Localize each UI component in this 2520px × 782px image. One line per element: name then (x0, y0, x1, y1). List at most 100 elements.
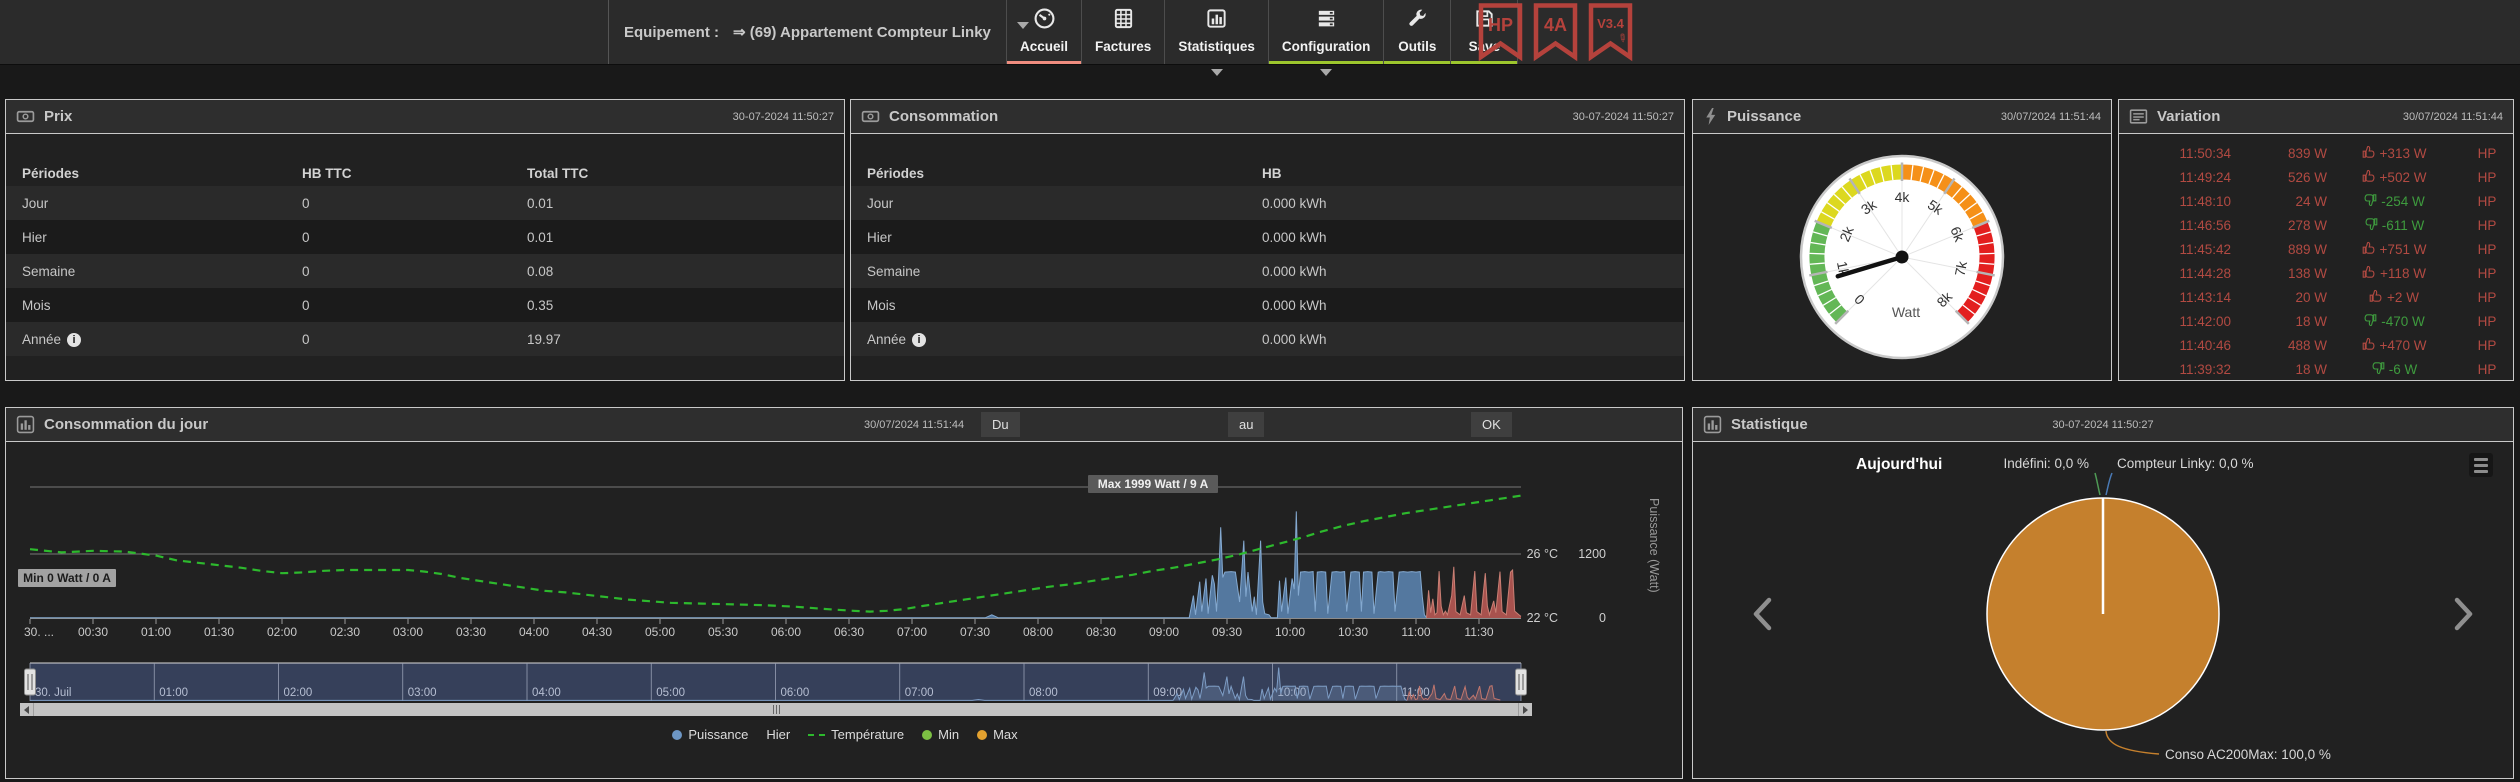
nav-item-label: Outils (1398, 39, 1436, 54)
x-axis-tick: 01:00 (141, 625, 171, 639)
column-header: HB (1262, 166, 1668, 181)
variation-time: 11:44:28 (2119, 266, 2231, 281)
pie-label-compteur-linky[interactable]: Compteur Linky: 0,0 % (2117, 456, 2254, 471)
nav-item-statistiques[interactable]: Statistiques (1164, 0, 1268, 64)
variation-time: 11:42:00 (2119, 314, 2231, 329)
scroll-right-button[interactable] (1519, 703, 1532, 716)
panel-statistique-header: Statistique 30-07-2024 11:50:27 (1693, 408, 2513, 442)
x-axis-tick: 09:00 (1149, 625, 1179, 639)
period-cell: Hier (867, 230, 1262, 245)
x-axis-tick: 07:30 (960, 625, 990, 639)
thumb-down-icon (2363, 193, 2377, 210)
svg-text:Puissance (Watt): Puissance (Watt) (1647, 498, 1661, 593)
navigator-handle-right[interactable] (1516, 669, 1527, 695)
legend-item-max[interactable]: Max (977, 727, 1018, 742)
column-header: HB TTC (302, 166, 527, 181)
value-cell: 0 (302, 264, 527, 279)
x-axis-tick: 02:00 (267, 625, 297, 639)
nav-item-configuration[interactable]: Configuration (1268, 0, 1383, 64)
nav-active-underline (1384, 61, 1450, 64)
thumb-down-icon (2364, 217, 2378, 234)
variation-row: 11:42:0018 W-470 WHP (2119, 309, 2513, 333)
pie-chart-title: Aujourd'hui (1856, 456, 1942, 473)
scrollbar-grip[interactable] (770, 705, 782, 714)
scroll-left-button[interactable] (20, 703, 33, 716)
nav-active-underline (1007, 61, 1081, 64)
consumption-chart[interactable]: 30. ...00:3001:0001:3002:0002:3003:0003:… (6, 450, 1682, 660)
chart-navigator[interactable]: 30. Juil01:0002:0003:0004:0005:0006:0007… (6, 662, 1682, 703)
nav-item-outils[interactable]: Outils (1383, 0, 1450, 64)
variation-tarif: HP (2461, 362, 2513, 377)
variation-delta: -6 W (2327, 361, 2461, 378)
nav-active-underline (1269, 61, 1383, 64)
nav-item-label: Configuration (1282, 39, 1370, 54)
value-cell: 0.01 (527, 230, 828, 245)
gauge-icon (1032, 7, 1057, 35)
period-cell: Mois (867, 298, 1262, 313)
chart-menu-button[interactable] (2469, 453, 2493, 477)
legend-item-puissance[interactable]: Puissance (672, 727, 748, 742)
date-to-label[interactable]: au (1228, 412, 1264, 437)
table-row: Jour0.000 kWh (851, 186, 1684, 220)
table-header-row: PériodesHB (851, 160, 1684, 186)
chart-scrollbar[interactable] (20, 703, 1532, 716)
x-axis-tick: 03:00 (393, 625, 423, 639)
svg-text:✎: ✎ (1615, 31, 1630, 46)
navigator-tick: 06:00 (781, 687, 810, 699)
value-cell: 0 (302, 332, 527, 347)
chevron-right-icon[interactable] (2457, 600, 2470, 628)
panel-puissance: Puissance 30/07/2024 11:51:44 01k2k3k4k5… (1692, 99, 2112, 381)
variation-delta-value: +118 W (2380, 266, 2426, 281)
variation-delta-value: +751 W (2380, 242, 2427, 257)
pie-label-indefini[interactable]: Indéfini: 0,0 % (2003, 456, 2089, 471)
navigator-tick: 11:00 (1402, 687, 1430, 699)
svg-text:1200: 1200 (1578, 547, 1606, 561)
scrollbar-track[interactable] (33, 703, 1519, 716)
nav-item-accueil[interactable]: Accueil (1006, 0, 1081, 64)
pie-chart: Aujourd'hui Indéfini: 0,0 % Compteur Lin… (1693, 442, 2513, 778)
variation-tarif: HP (2461, 338, 2513, 353)
info-icon[interactable]: i (912, 333, 926, 347)
date-from-input[interactable] (1032, 412, 1221, 439)
legend-item-min[interactable]: Min (922, 727, 959, 742)
legend-item-température[interactable]: Température (808, 727, 904, 742)
thumb-up-icon (2362, 169, 2376, 186)
variation-tarif: HP (2461, 194, 2513, 209)
value-cell: 0.000 kWh (1262, 230, 1668, 245)
date-to-input[interactable] (1274, 412, 1463, 439)
chevron-left-icon[interactable] (1756, 600, 1769, 628)
x-axis-tick: 00:30 (78, 625, 108, 639)
value-cell: 0.000 kWh (1262, 298, 1668, 313)
navigator-tick: 01:00 (159, 687, 188, 699)
variation-delta-value: +502 W (2380, 170, 2427, 185)
pie-label-conso-ac200max[interactable]: Conso AC200Max: 100,0 % (2165, 747, 2331, 762)
x-axis-tick: 04:00 (519, 625, 549, 639)
panel-consommation-header: Consommation 30-07-2024 11:50:27 (851, 100, 1684, 134)
variation-delta: +502 W (2327, 169, 2461, 186)
panel-variation-header: Variation 30/07/2024 11:51:44 (2119, 100, 2513, 134)
panel-consommation-du-jour: Consommation du jour 30/07/2024 11:51:44… (5, 407, 1683, 779)
period-cell: Annéei (22, 332, 302, 347)
variation-tarif: HP (2461, 290, 2513, 305)
navigator-handle-left[interactable] (25, 669, 36, 695)
svg-text:V3.4: V3.4 (1597, 16, 1625, 31)
period-cell: Semaine (867, 264, 1262, 279)
table-header-row: PériodesHB TTCTotal TTC (6, 160, 844, 186)
legend-item-hier[interactable]: Hier (766, 727, 790, 742)
legend-marker (672, 730, 682, 740)
info-icon[interactable]: i (67, 333, 81, 347)
equipment-select[interactable]: ⇒ (69) Appartement Compteur Linky (733, 23, 1029, 41)
date-from-label[interactable]: Du (981, 412, 1020, 437)
panel-timestamp: 30/07/2024 11:51:44 (864, 408, 964, 442)
thumb-up-icon (2362, 337, 2376, 354)
variation-value: 488 W (2231, 338, 2327, 353)
table-row: Hier00.01 (6, 220, 844, 254)
table-row: Jour00.01 (6, 186, 844, 220)
chevron-down-icon[interactable] (1211, 69, 1223, 76)
period-cell: Jour (867, 196, 1262, 211)
chevron-down-icon[interactable] (1320, 69, 1332, 76)
ok-button[interactable]: OK (1471, 412, 1512, 437)
panel-variation: Variation 30/07/2024 11:51:44 11:50:3483… (2118, 99, 2514, 381)
nav-item-factures[interactable]: Factures (1081, 0, 1164, 64)
panel-title: Puissance (1727, 108, 1801, 125)
